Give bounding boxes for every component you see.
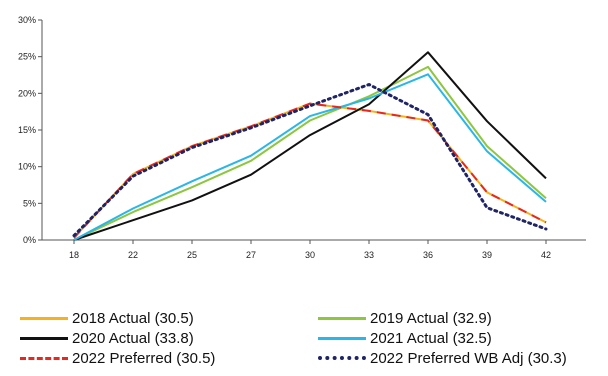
x-tick-label: 39 [482,250,492,260]
y-tick-label: 30% [18,15,36,25]
x-tick-label: 30 [305,250,315,260]
chart-axes: 0% 5% 10% 15% 20% 25% 30% 18 22 25 27 30 33 36 39 42 [18,15,586,260]
x-tick-label: 36 [423,250,433,260]
x-tick-label: 33 [364,250,374,260]
x-tick-label: 18 [69,250,79,260]
y-tick-label: 5% [23,198,36,208]
y-tick-label: 20% [18,88,36,98]
y-tick-label: 10% [18,162,36,172]
series-line-6 [72,83,548,238]
series-line-4 [73,73,547,241]
x-tick-label: 27 [246,250,256,260]
y-tick-label: 15% [18,125,36,135]
x-tick-label: 42 [541,250,551,260]
series-line-3 [73,51,547,241]
chart-series [72,51,548,241]
series-line-2 [73,65,547,241]
y-tick-label: 0% [23,235,36,245]
y-tick-label: 25% [18,52,36,62]
x-tick-label: 22 [128,250,138,260]
series-line-5 [73,102,547,239]
x-tick-label: 25 [187,250,197,260]
